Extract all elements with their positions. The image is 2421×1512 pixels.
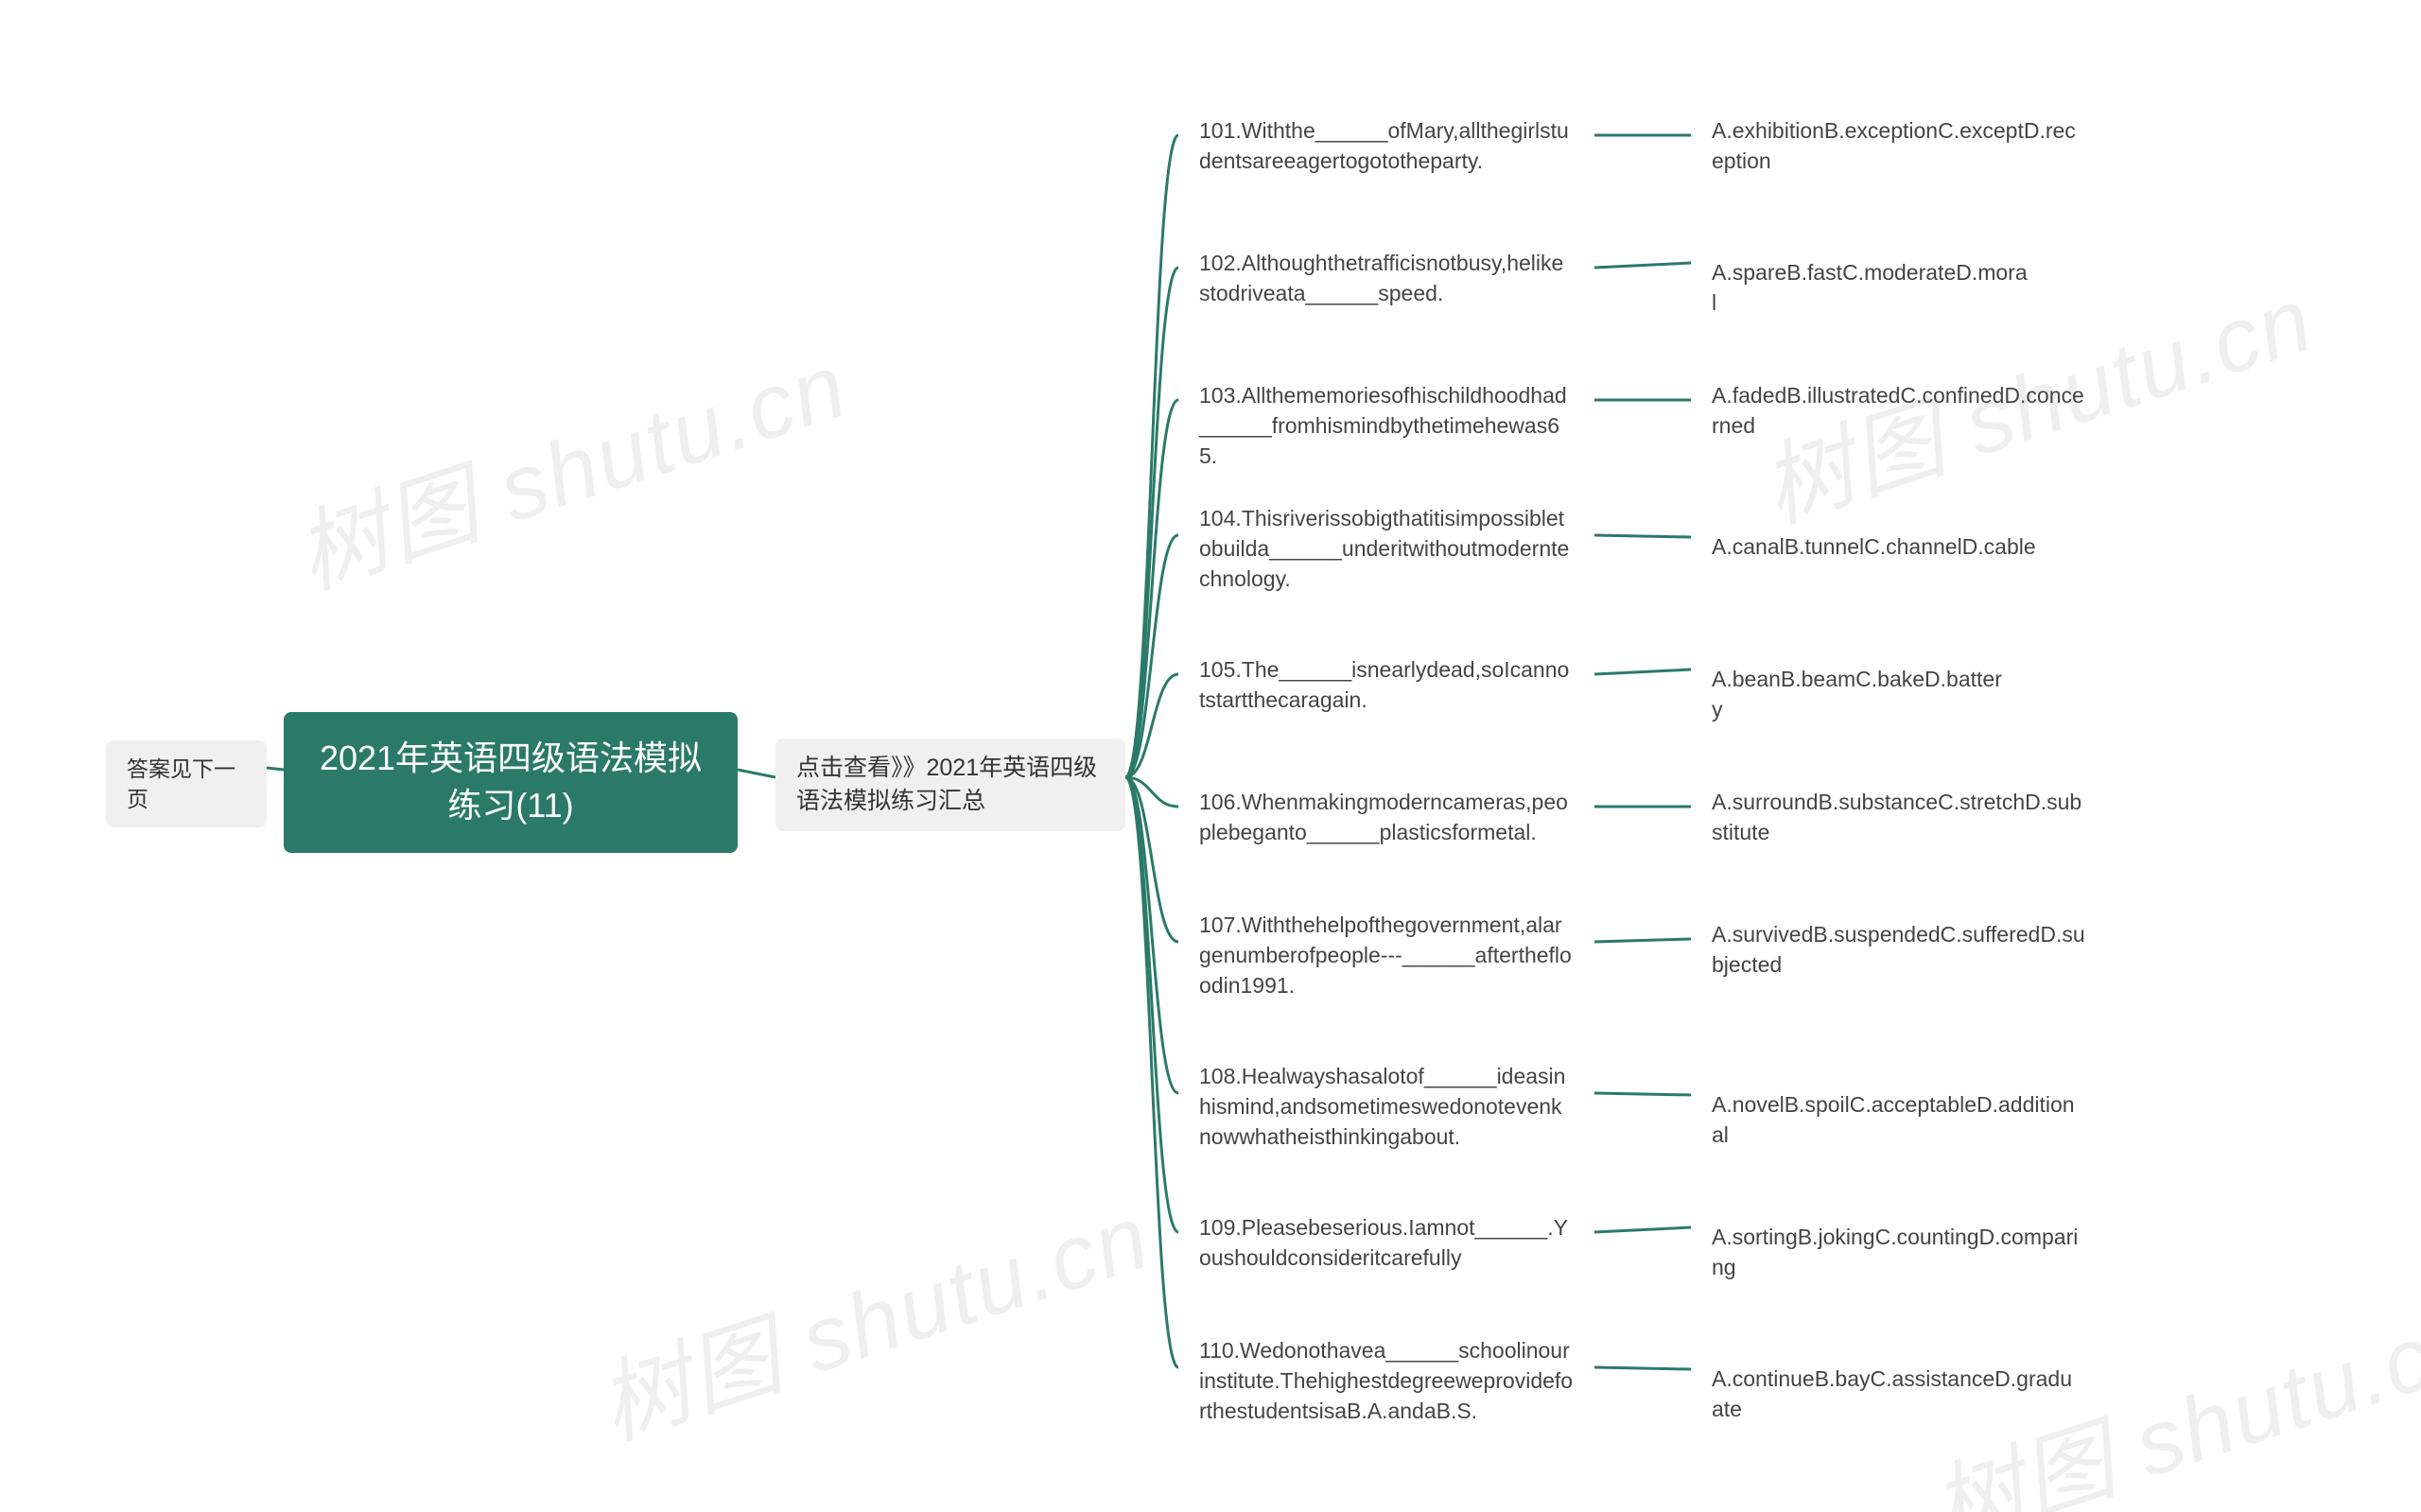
answer-node[interactable]: A.spareB.fastC.moderateD.moral [1691, 244, 2050, 331]
mindmap-canvas: 树图 shutu.cn 树图 shutu.cn 树图 shutu.cn 树图 s… [0, 0, 2421, 1512]
question-node[interactable]: 110.Wedonothavea______schoolinourinstitu… [1178, 1322, 1594, 1440]
left-branch-label: 答案见下一页 [127, 756, 235, 811]
question-node[interactable]: 107.Withthehelpofthegovernment,alargenum… [1178, 896, 1594, 1015]
answer-node[interactable]: A.exhibitionB.exceptionC.exceptD.recepti… [1691, 102, 2107, 189]
question-node[interactable]: 104.Thisriverissobigthatitisimpossibleto… [1178, 490, 1594, 608]
question-node[interactable]: 106.Whenmakingmoderncameras,peoplebegant… [1178, 773, 1594, 860]
answer-node[interactable]: A.surroundB.substanceC.stretchD.substitu… [1691, 773, 2107, 860]
question-node[interactable]: 105.The______isnearlydead,soIcannotstart… [1178, 641, 1594, 728]
watermark: 树图 shutu.cn [277, 312, 861, 614]
answer-node[interactable]: A.canalB.tunnelC.channelD.cable [1691, 518, 2060, 575]
answer-node[interactable]: A.continueB.bayC.assistanceD.graduate [1691, 1350, 2098, 1437]
answer-node[interactable]: A.novelB.spoilC.acceptableD.additional [1691, 1076, 2098, 1163]
root-node[interactable]: 2021年英语四级语法模拟练习(11) [284, 712, 738, 853]
answer-node[interactable]: A.survivedB.suspendedC.sufferedD.subject… [1691, 906, 2107, 993]
right-branch-label: 点击查看》》2021年英语四级语法模拟练习汇总 [796, 755, 1097, 814]
right-branch-node[interactable]: 点击查看》》2021年英语四级语法模拟练习汇总 [775, 739, 1125, 831]
watermark: 树图 shutu.cn [107, 1475, 690, 1512]
question-node[interactable]: 101.Withthe______ofMary,allthegirlstuden… [1178, 102, 1594, 189]
answer-node[interactable]: A.sortingB.jokingC.countingD.comparing [1691, 1208, 2107, 1295]
question-node[interactable]: 103.Allthememoriesofhischildhoodhad_____… [1178, 367, 1594, 485]
question-node[interactable]: 102.Althoughthetrafficisnotbusy,helikest… [1178, 235, 1594, 322]
left-branch-node[interactable]: 答案见下一页 [106, 740, 267, 827]
root-label: 2021年英语四级语法模拟练习(11) [320, 739, 702, 825]
question-node[interactable]: 108.Healwayshasalotof______ideasinhismin… [1178, 1048, 1594, 1166]
watermark: 树图 shutu.cn [580, 1163, 1163, 1465]
question-node[interactable]: 109.Pleasebeserious.Iamnot______.Youshou… [1178, 1199, 1594, 1286]
answer-node[interactable]: A.beanB.beamC.bakeD.battery [1691, 651, 2031, 738]
answer-node[interactable]: A.fadedB.illustratedC.confinedD.concerne… [1691, 367, 2107, 454]
